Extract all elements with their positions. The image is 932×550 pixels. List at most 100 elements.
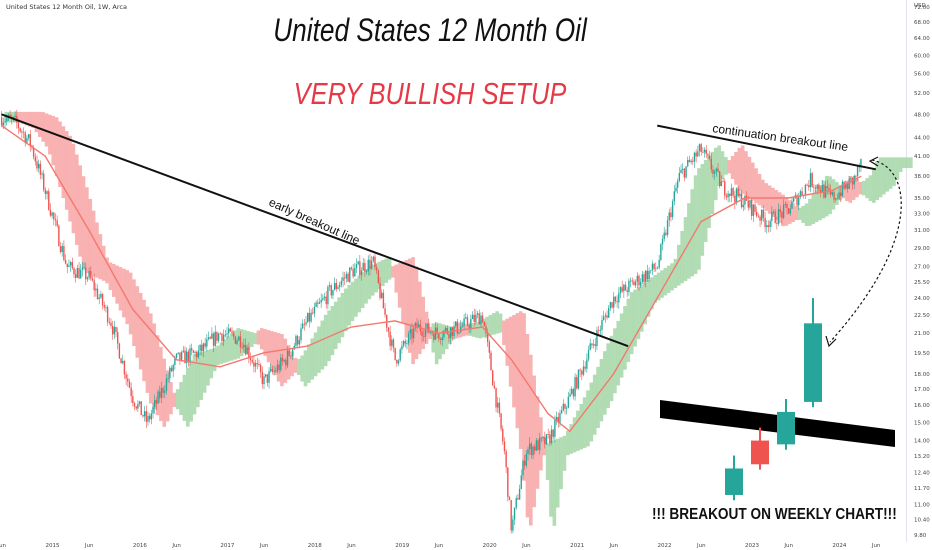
candle-body <box>369 259 371 269</box>
candle-body <box>439 339 442 341</box>
candle-body <box>609 302 612 309</box>
candle-body <box>614 296 617 302</box>
candle-body <box>374 256 376 268</box>
cloud-segment <box>660 270 664 298</box>
candle-body <box>547 434 549 435</box>
candle-body <box>190 348 193 351</box>
cloud-segment <box>848 175 853 203</box>
candle-body <box>581 370 583 375</box>
breakout-inset <box>660 298 895 501</box>
candle-body <box>799 191 802 198</box>
candle-body <box>226 333 228 335</box>
candle-body <box>525 454 528 466</box>
candle-body <box>549 434 551 443</box>
candle-body <box>199 344 201 351</box>
candle-body <box>542 436 544 439</box>
y-tick-label: 21.00 <box>914 331 930 337</box>
candle-body <box>249 358 252 361</box>
cloud-segment <box>4 111 8 123</box>
candle-body <box>829 189 832 195</box>
cloud-segment <box>229 333 234 361</box>
x-tick-label: 2019 <box>395 543 409 549</box>
cloud-segment <box>320 320 325 370</box>
cloud-segment <box>179 382 183 416</box>
y-tick-label: 11.00 <box>914 502 930 508</box>
candle-body <box>665 232 667 235</box>
cloud-segment <box>189 360 193 422</box>
cloud-segment <box>616 320 621 386</box>
candle-body <box>808 185 810 188</box>
candle-body <box>767 225 770 228</box>
cloud-segment <box>656 272 661 301</box>
x-tick-label: 2017 <box>220 543 234 549</box>
candle-body <box>58 225 60 247</box>
candle-body <box>613 296 615 308</box>
cloud-segment <box>370 264 375 296</box>
candle-body <box>444 328 447 331</box>
inset-candle <box>804 323 822 402</box>
candle-body <box>26 138 28 143</box>
cloud-segment <box>407 258 412 353</box>
candle-body <box>184 350 186 364</box>
cloud-segment <box>865 178 869 199</box>
cloud-segment <box>360 272 365 308</box>
cloud-segment <box>861 180 866 196</box>
candle-body <box>258 363 260 365</box>
cloud-segment <box>717 145 721 187</box>
candle-body <box>278 364 280 371</box>
candle-body <box>196 352 198 358</box>
cloud-segment <box>145 306 150 393</box>
cloud-segment <box>169 382 173 415</box>
candle-body <box>518 488 521 500</box>
cloud-segment <box>135 286 140 358</box>
cloud-segment <box>105 257 109 284</box>
cloud-segment <box>572 417 577 453</box>
candle-body <box>217 333 220 341</box>
cloud-segment <box>754 168 758 203</box>
candle-body <box>550 429 553 443</box>
cloud-segment <box>764 183 769 211</box>
cloud-segment <box>441 324 446 355</box>
candle-body <box>61 246 63 253</box>
candle-body <box>456 321 459 334</box>
candle-body <box>708 155 711 159</box>
candle-body <box>273 370 275 372</box>
cloud-segment <box>401 261 405 323</box>
candle-body <box>438 333 440 340</box>
y-tick-label: 52.00 <box>914 91 930 97</box>
candle-body <box>375 267 378 271</box>
x-tick-label: 2021 <box>570 543 584 549</box>
cloud-segment <box>27 111 32 127</box>
cloud-segment <box>95 222 99 278</box>
candle-body <box>697 151 699 157</box>
candle-body <box>591 343 593 346</box>
candle-body <box>335 282 338 289</box>
y-tick-label: 64.00 <box>914 36 930 42</box>
candle-body <box>204 343 206 347</box>
cloud-segment <box>508 316 513 387</box>
candle-body <box>602 316 605 321</box>
candle-body <box>320 299 322 303</box>
cloud-segment <box>818 185 822 221</box>
candle-body <box>618 293 620 303</box>
cloud-segment <box>310 338 315 380</box>
candle-body <box>350 267 353 269</box>
candle-body <box>344 277 346 279</box>
cloud-segment <box>300 355 304 382</box>
candle-body <box>792 197 795 202</box>
candle-body <box>638 275 640 286</box>
candle-body <box>483 321 485 327</box>
candle-body <box>446 328 448 334</box>
candle-body <box>317 302 319 304</box>
candle-body <box>81 267 84 270</box>
cloud-segment <box>286 345 291 380</box>
candle-body <box>362 262 364 271</box>
candle-body <box>340 280 343 285</box>
y-tick-label: 68.00 <box>914 20 930 26</box>
candle-body <box>115 326 117 333</box>
candle-body <box>66 263 68 267</box>
cloud-segment <box>273 332 278 376</box>
candle-body <box>162 387 164 393</box>
candle-body <box>2 122 5 126</box>
